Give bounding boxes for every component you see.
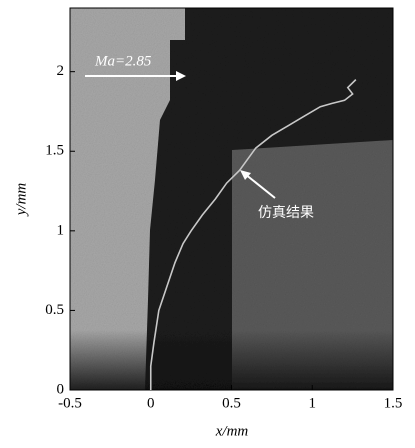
x-tick-label: -0.5: [58, 395, 82, 411]
x-tick-label: 0.5: [222, 395, 241, 411]
annotation-arrow-head: [240, 170, 251, 180]
y-tick-label: 1: [57, 222, 65, 238]
annotation-arrow: [244, 173, 276, 199]
y-tick-label: 2: [57, 63, 65, 79]
background-image: [70, 8, 393, 390]
y-tick-label: 0.5: [45, 302, 64, 318]
y-axis-label: y/mm: [13, 183, 29, 218]
x-tick-label: 1.5: [384, 395, 403, 411]
x-tick-label: 0: [147, 395, 155, 411]
annotation: Ma=2.85: [94, 53, 152, 69]
x-axis-label: x/mm: [215, 423, 249, 439]
line: [149, 79, 357, 390]
y-tick-label: 0: [57, 381, 65, 397]
x-tick-label: 1: [309, 395, 317, 411]
y-tick-label: 1.5: [45, 143, 64, 159]
annotation-arrow-head: [176, 71, 186, 81]
annotation: 仿真结果: [258, 205, 314, 221]
